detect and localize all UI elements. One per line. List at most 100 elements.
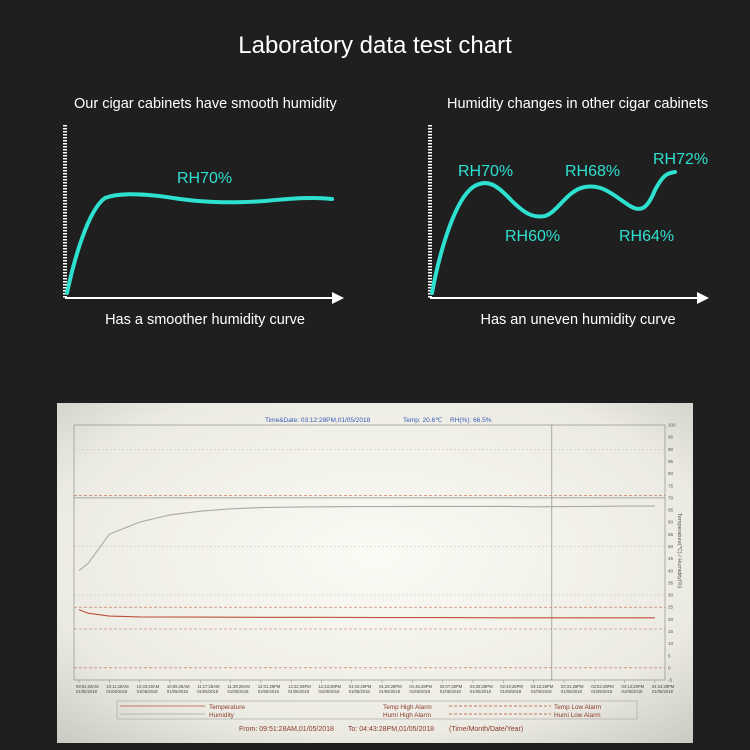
paper-background xyxy=(57,403,693,743)
header-rh: RH(%): 66.5% xyxy=(450,417,492,424)
x-tick-date: 01/05/2018 xyxy=(288,689,310,694)
x-tick-date: 01/05/2018 xyxy=(440,689,462,694)
rh-label: RH70% xyxy=(177,170,232,187)
x-tick-date: 01/05/2018 xyxy=(470,689,492,694)
y-tick-label: 100 xyxy=(668,423,676,428)
x-tick-date: 01/05/2018 xyxy=(167,689,189,694)
legend-temp-high-alarm: Temp High Alarm xyxy=(383,704,432,711)
x-tick-date: 01/05/2018 xyxy=(622,689,644,694)
rh-label: RH72% xyxy=(653,151,708,168)
smooth-humidity-chart: RH70% xyxy=(63,125,344,304)
panel-caption: Has a smoother humidity curve xyxy=(105,312,305,328)
x-axis xyxy=(430,292,709,304)
x-tick-date: 01/05/2018 xyxy=(379,689,401,694)
rh-label: RH68% xyxy=(565,163,620,180)
y-tick-label: 90 xyxy=(668,447,674,452)
x-tick-label: 03:52:28PM xyxy=(591,684,614,689)
x-tick-date: 01/05/2018 xyxy=(591,689,613,694)
smooth-humidity-panel: RH70% Our cigar cabinets have smooth hum… xyxy=(60,90,350,330)
x-axis-arrow-icon xyxy=(697,292,709,304)
x-tick-label: 10:33:28AM xyxy=(137,684,160,689)
uneven-humidity-curve xyxy=(430,170,677,295)
x-tick-label: 12:43:28PM xyxy=(318,684,341,689)
y-tick-label: 70 xyxy=(668,495,674,500)
y-tick-label: 15 xyxy=(668,629,674,634)
x-tick-date: 01/05/2018 xyxy=(76,689,98,694)
x-tick-date: 01/05/2018 xyxy=(652,689,674,694)
legend-box xyxy=(116,700,638,720)
x-tick-label: 11:39:28AM xyxy=(228,684,251,689)
uneven-humidity-chart: RH70% RH60% RH68% RH64% RH72% xyxy=(428,125,709,304)
x-tick-label: 10:55:28AM xyxy=(167,684,190,689)
x-tick-date: 01/05/2018 xyxy=(106,689,128,694)
x-tick-date: 01/05/2018 xyxy=(197,689,219,694)
logger-chart-photo: Time&Date: 03:12:28PM,01/05/2018 Temp: 2… xyxy=(57,403,693,743)
y-tick-label: 0 xyxy=(668,665,671,670)
x-tick-label: 02:07:28PM xyxy=(440,684,463,689)
x-tick-label: 04:34:28PM xyxy=(652,684,675,689)
legend-temp-low-alarm: Temp Low Alarm xyxy=(554,704,601,711)
y-tick-label: 5 xyxy=(668,653,671,658)
x-tick-label: 01:46:28PM xyxy=(409,684,432,689)
x-axis xyxy=(65,292,344,304)
x-tick-label: 10:11:28AM xyxy=(106,684,129,689)
range-format: (Time/Month/Date/Year) xyxy=(449,726,523,733)
smooth-humidity-curve xyxy=(65,192,334,295)
y-tick-label: 35 xyxy=(668,580,674,585)
x-axis-arrow-icon xyxy=(332,292,344,304)
x-tick-date: 01/05/2018 xyxy=(228,689,250,694)
x-tick-date: 01/05/2018 xyxy=(531,689,553,694)
x-tick-date: 01/05/2018 xyxy=(349,689,371,694)
panel-title: Humidity changes in other cigar cabinets xyxy=(447,96,709,112)
y-tick-label: 20 xyxy=(668,617,674,622)
y-tick-label: 60 xyxy=(668,520,674,525)
x-tick-label: 01:25:28PM xyxy=(379,684,402,689)
x-tick-label: 11:17:28AM xyxy=(197,684,220,689)
y-tick-label: 80 xyxy=(668,471,674,476)
legend-humi-high-alarm: Humi High Alarm xyxy=(383,712,431,719)
y-tick-label: 25 xyxy=(668,605,674,610)
uneven-humidity-panel: RH70% RH60% RH68% RH64% RH72% Humidity c… xyxy=(425,90,715,330)
time-range: From: 09:51:28AM,01/05/2018 To: 04:43:28… xyxy=(239,726,523,733)
rh-label: RH60% xyxy=(505,228,560,245)
y-tick-labels: 1009590858075706560555045403530252015105… xyxy=(668,423,676,683)
y-gridlines xyxy=(74,449,665,596)
panel-title: Our cigar cabinets have smooth humidity xyxy=(74,96,337,112)
x-tick-date: 01/05/2018 xyxy=(318,689,340,694)
x-tick-labels: 09:51:28AM01/05/201810:11:28AM01/05/2018… xyxy=(76,680,675,694)
legend-humidity: Humidity xyxy=(209,712,235,719)
y-tick-label: -5 xyxy=(668,678,673,683)
x-tick-date: 01/05/2018 xyxy=(561,689,583,694)
series-lines xyxy=(78,505,655,619)
x-tick-label: 04:13:28PM xyxy=(622,684,645,689)
rh-label: RH70% xyxy=(458,163,513,180)
y-tick-label: 45 xyxy=(668,556,674,561)
legend-temperature: Temperature xyxy=(209,704,245,711)
x-tick-label: 12:22:28PM xyxy=(288,684,311,689)
x-tick-label: 02:49:28PM xyxy=(500,684,523,689)
x-tick-date: 01/05/2018 xyxy=(258,689,280,694)
chart-header: Time&Date: 03:12:28PM,01/05/2018 Temp: 2… xyxy=(265,417,492,424)
x-tick-label: 09:51:28AM xyxy=(76,684,99,689)
x-tick-label: 03:10:28PM xyxy=(531,684,554,689)
legend: Temperature Humidity Temp High Alarm Hum… xyxy=(116,700,638,720)
y-tick-label: 30 xyxy=(668,593,674,598)
y-tick-label: 65 xyxy=(668,508,674,513)
x-tick-date: 01/05/2018 xyxy=(500,689,522,694)
header-time-date: Time&Date: 03:12:28PM,01/05/2018 xyxy=(265,417,371,424)
header-temp: Temp: 20.6℃ xyxy=(403,417,443,424)
y-tick-label: 75 xyxy=(668,483,674,488)
rh-label: RH64% xyxy=(619,228,674,245)
range-from: From: 09:51:28AM,01/05/2018 xyxy=(239,726,334,733)
x-tick-date: 01/05/2018 xyxy=(137,689,159,694)
x-tick-label: 03:31:28PM xyxy=(561,684,584,689)
y-tick-label: 95 xyxy=(668,435,674,440)
page-title: Laboratory data test chart xyxy=(238,32,512,59)
panel-caption: Has an uneven humidity curve xyxy=(480,312,676,328)
range-to: To: 04:43:28PM,01/05/2018 xyxy=(348,726,434,733)
y-tick-label: 10 xyxy=(668,641,674,646)
x-tick-label: 01:04:28PM xyxy=(349,684,372,689)
x-tick-label: 02:28:28PM xyxy=(470,684,493,689)
plot-frame xyxy=(73,424,666,681)
humidity-log-chart: Time&Date: 03:12:28PM,01/05/2018 Temp: 2… xyxy=(57,403,693,743)
